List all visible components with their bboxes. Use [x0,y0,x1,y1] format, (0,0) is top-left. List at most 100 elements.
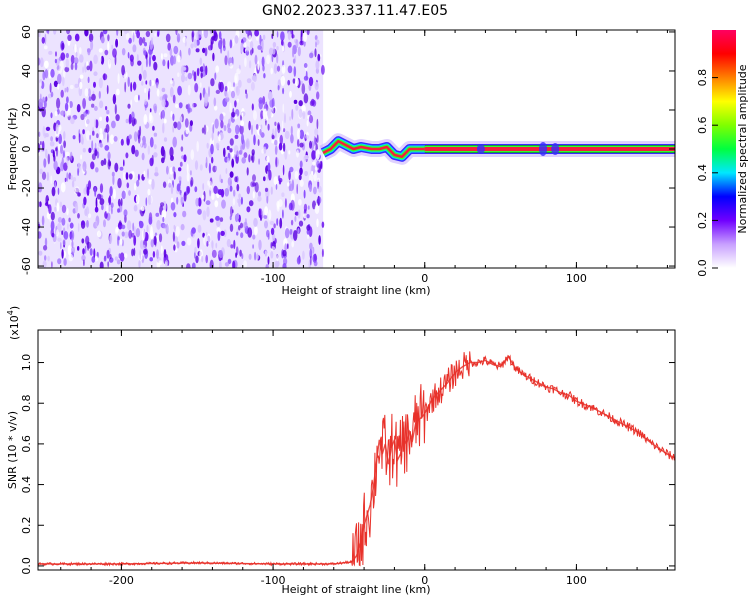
noise-speck [165,33,171,43]
noise-speck [206,142,209,149]
noise-speck [57,73,62,85]
noise-speck [250,181,255,188]
noise-speck [181,134,184,141]
noise-speck [41,215,45,226]
noise-speck [262,65,265,72]
noise-speck [136,54,139,63]
noise-speck [174,103,179,109]
noise-speck [247,227,253,238]
noise-speck [133,235,137,246]
noise-speck [180,196,184,206]
noise-speck [313,260,318,267]
snr-ticks: -200 -100 0 100 0.0 0.2 0.4 0.6 0.8 1.0 [20,330,675,587]
colorbar-tick-label: 0.8 [696,69,709,87]
noise-speck [250,49,253,56]
noise-speck [50,112,53,119]
noise-speck [61,249,64,259]
noise-speck [195,197,200,207]
x-tick-label: -200 [109,574,134,587]
noise-speck [143,50,147,56]
noise-speck [316,134,319,144]
noise-speck [57,237,62,242]
noise-speck [291,241,295,248]
noise-speck [94,118,96,128]
noise-speck [279,134,283,145]
noise-speck [104,128,108,133]
noise-speck [66,172,69,182]
noise-speck [208,86,210,98]
noise-speck [135,228,141,238]
colorbar-tick-label: 0.2 [696,212,709,230]
noise-speck [205,254,208,264]
noise-speck [263,215,268,219]
noise-speck [132,222,135,232]
noise-speck [130,59,134,67]
noise-speck [50,220,55,231]
noise-speck [158,233,163,243]
noise-speck [107,159,111,170]
noise-speck [82,161,87,172]
noise-speck [303,63,308,68]
noise-speck [274,145,278,155]
noise-speck [79,54,84,63]
noise-speck [190,149,195,160]
noise-speck [111,171,115,177]
noise-speck [67,223,69,230]
noise-speck [121,65,125,76]
noise-speck [304,155,309,160]
noise-speck [99,100,104,109]
noise-speck [239,249,242,257]
noise-speck [229,215,232,221]
noise-speck [102,30,108,35]
noise-speck [282,45,285,52]
noise-speck [257,191,262,197]
noise-speck [82,129,85,135]
noise-speck [51,232,55,238]
noise-speck [179,116,183,122]
noise-speck [104,49,109,56]
noise-speck [230,206,233,217]
noise-speck [294,170,299,180]
noise-speck [314,204,320,215]
noise-speck [79,47,82,55]
noise-speck [91,140,94,151]
noise-speck [139,249,141,260]
noise-speck [218,189,223,196]
noise-speck [148,216,153,225]
x-tick-label: -100 [261,272,286,285]
noise-speck [46,171,50,181]
noise-speck [181,66,187,71]
noise-speck [271,233,276,242]
noise-speck [172,166,176,173]
noise-speck [40,81,42,87]
noise-speck [112,48,117,58]
noise-speck [302,110,306,120]
noise-speck [118,220,122,226]
noise-speck [127,103,131,109]
noise-speck [258,158,260,165]
noise-speck [220,230,225,236]
noise-speck [308,115,314,124]
noise-speck [262,96,266,105]
noise-speck [89,134,91,140]
noise-speck [194,186,198,193]
noise-speck [74,44,77,53]
noise-speck [293,66,297,77]
x-tick-label: -100 [261,574,286,587]
noise-speck [160,202,165,207]
noise-speck [258,99,263,110]
noise-speck [109,253,112,260]
noise-speck [265,264,269,268]
noise-speck [45,96,48,102]
noise-speck [43,100,47,109]
noise-speck [145,30,151,38]
noise-speck [270,67,274,75]
noise-speck [295,104,299,111]
noise-speck [227,50,230,60]
noise-speck [172,94,176,104]
noise-speck [39,168,43,175]
noise-speck [64,87,67,93]
noise-speck [170,110,173,118]
noise-speck [180,146,184,152]
noise-speck [99,133,104,141]
